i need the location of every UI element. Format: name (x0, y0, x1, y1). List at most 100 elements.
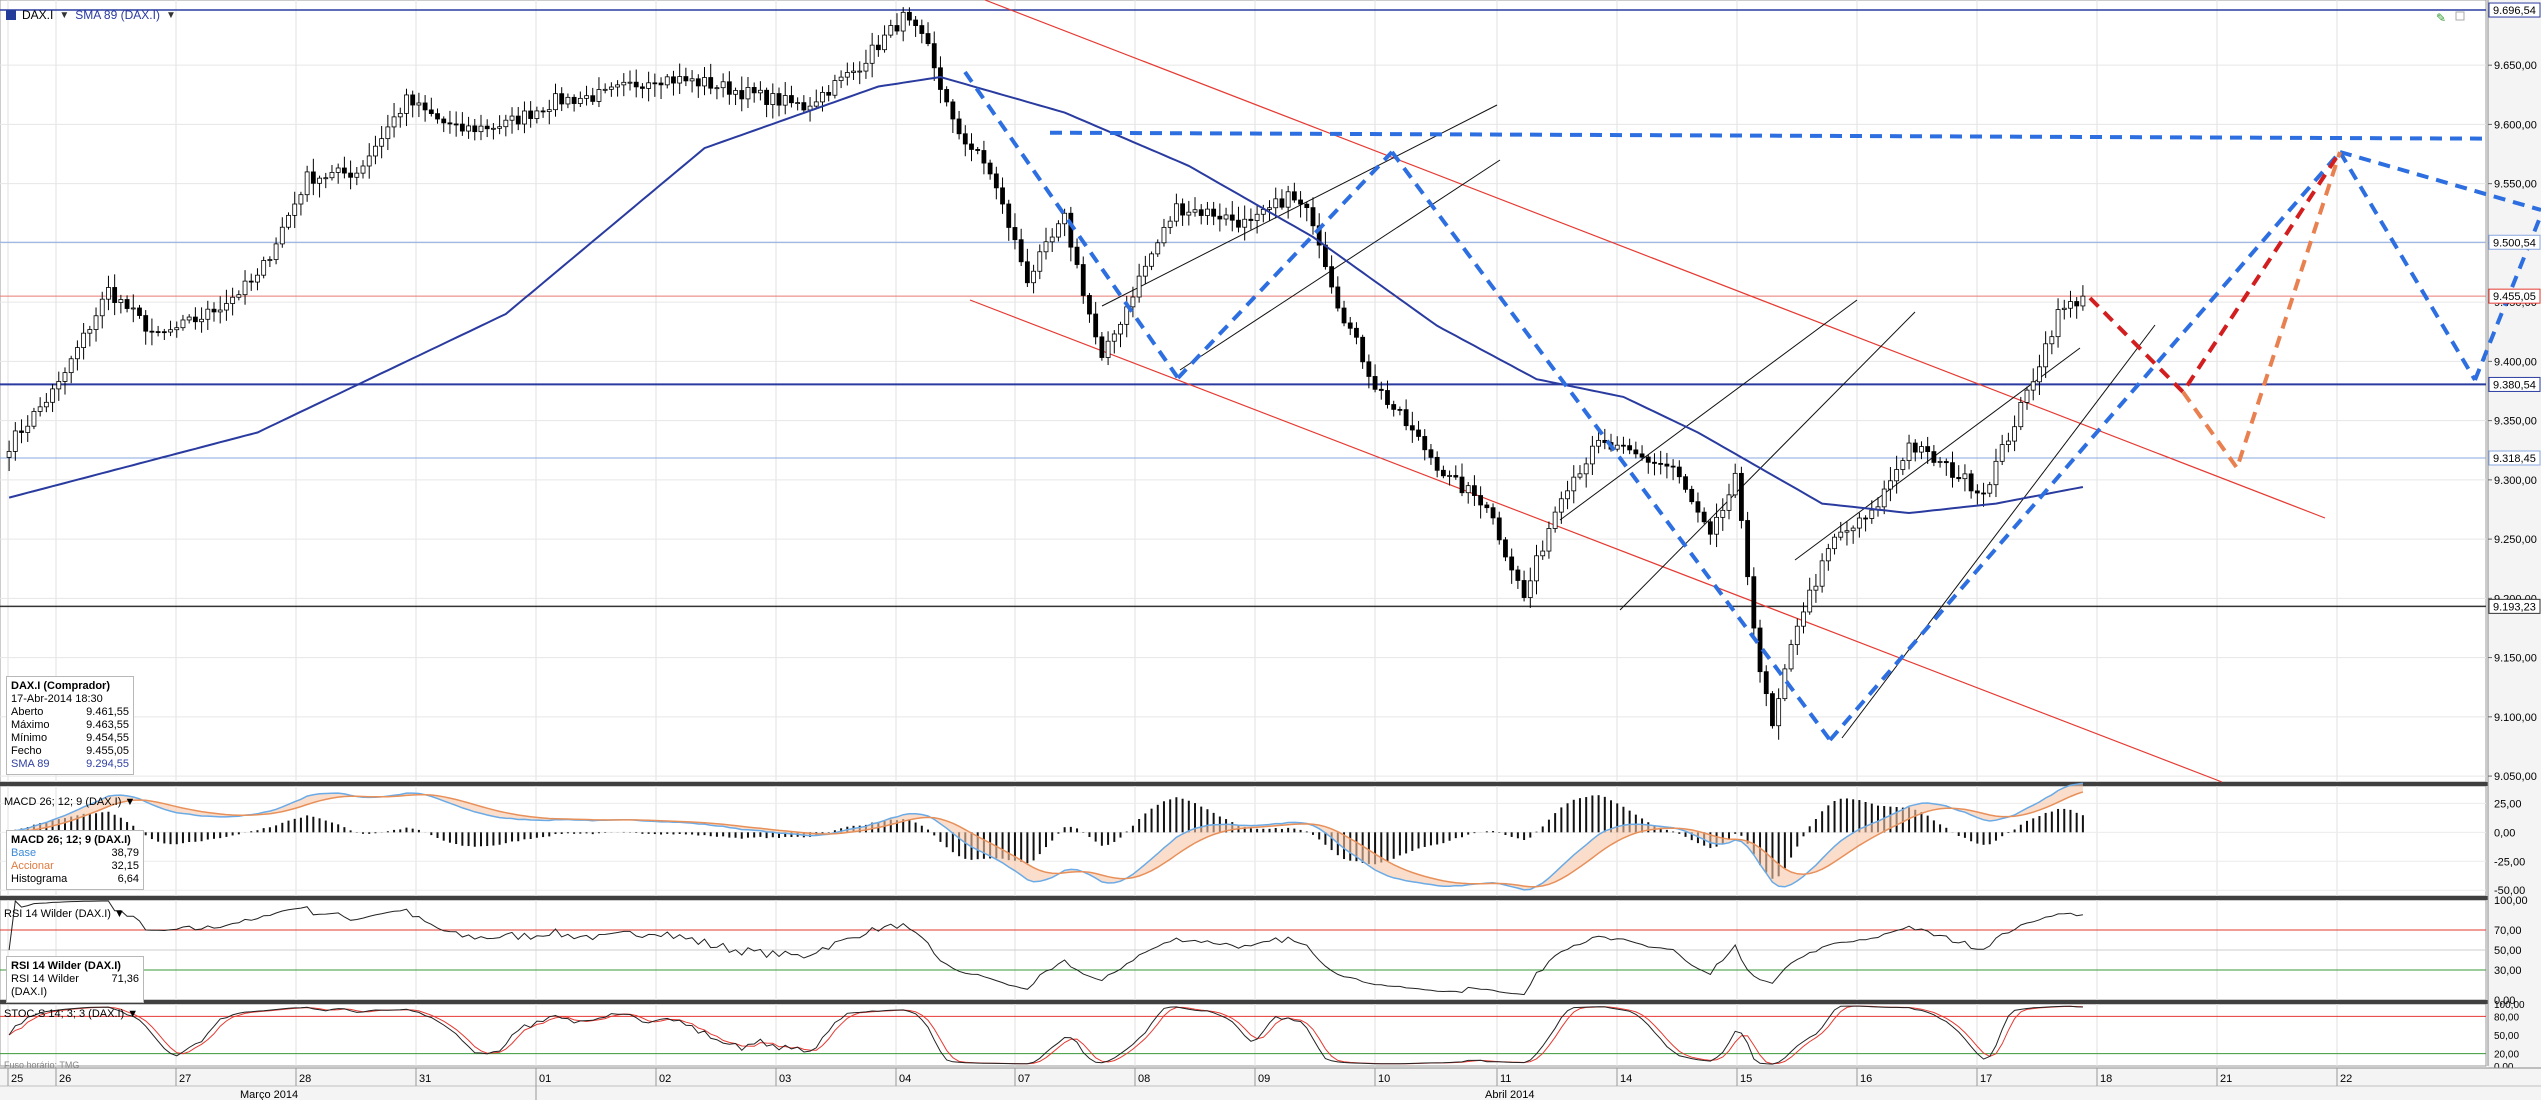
candle-body (1726, 494, 1732, 511)
candle-body (907, 11, 912, 21)
candle-body (341, 167, 347, 174)
candle-body (1527, 580, 1533, 598)
candle-body (1099, 336, 1105, 358)
candle-body (1571, 476, 1577, 492)
price-tag-label: 9.380,54 (2493, 379, 2536, 391)
candle-body (509, 115, 515, 121)
rsi-pane-title[interactable]: RSI 14 Wilder (DAX.I) ▼ (4, 908, 125, 920)
candle-body (689, 78, 695, 82)
rsi-title[interactable]: RSI 14 Wilder (DAX.I) (4, 908, 111, 920)
candle-body (1894, 469, 1900, 482)
chevron-down-icon[interactable]: ▼ (165, 9, 176, 21)
price-info-box: DAX.I (Comprador) 17-Abr-2014 18:30 Aber… (6, 676, 134, 775)
candle-body (205, 308, 211, 320)
candle-body (683, 76, 689, 82)
candle-body (1552, 511, 1558, 529)
candle-body (472, 125, 478, 133)
candle-body (211, 308, 217, 313)
candle-body (776, 93, 782, 106)
candle-body (571, 96, 577, 104)
candle-body (124, 299, 130, 309)
pattern-dashed-line (2339, 150, 2541, 212)
candle-body (43, 401, 49, 408)
candle-body (1192, 209, 1198, 213)
candle-body (2024, 389, 2030, 403)
pane-divider (0, 782, 2541, 786)
candle-body (1925, 446, 1931, 452)
candle-body (1968, 473, 1974, 492)
candle-body (534, 110, 540, 119)
candle-body (2012, 426, 2017, 442)
pane-frame (0, 0, 2487, 783)
candle-body (1757, 627, 1763, 673)
candle-body (1335, 286, 1341, 309)
candle-body (428, 109, 434, 115)
symbol-label[interactable]: DAX.I (22, 8, 54, 22)
candle-body (466, 125, 471, 132)
candle-body (149, 330, 155, 333)
chart-type-icon[interactable] (6, 10, 16, 20)
candle-body (75, 347, 80, 360)
candle-body (1863, 517, 1868, 520)
x-tick-label: 01 (539, 1073, 551, 1085)
candle-body (515, 115, 521, 125)
candle-body (1558, 498, 1564, 513)
y-tick-label: 50,00 (2494, 945, 2522, 957)
candle-body (1645, 456, 1651, 463)
x-tick-label: 28 (299, 1073, 311, 1085)
stoch-pane-title[interactable]: STOC-S 14; 3; 3 (DAX.I) ▼ (4, 1008, 138, 1020)
candle-body (1087, 295, 1092, 315)
candle-body (1254, 213, 1260, 221)
candle-body (180, 319, 186, 329)
candle-body (1105, 340, 1111, 358)
candle-body (1720, 509, 1726, 518)
chevron-down-icon[interactable]: ▼ (114, 908, 125, 920)
candle-body (956, 118, 962, 135)
candle-body (99, 298, 105, 317)
pattern-dashed-line (1828, 150, 2342, 742)
candle-body (435, 113, 440, 120)
candle-body (1906, 442, 1912, 462)
candle-body (192, 316, 198, 323)
candle-body (1385, 390, 1390, 405)
candle-body (1956, 477, 1962, 480)
candle-body (286, 214, 291, 228)
candle-body (1012, 227, 1018, 241)
y-tick-label: 9.250,00 (2494, 534, 2537, 546)
candle-body (1093, 313, 1099, 338)
macd-pane-title[interactable]: MACD 26; 12; 9 (DAX.I) ▼ (4, 796, 135, 808)
chevron-down-icon[interactable]: ▼ (127, 1008, 139, 1020)
y-tick-label: 9.650,00 (2494, 60, 2537, 72)
candle-body (410, 94, 416, 106)
rsi-line (8, 899, 2083, 996)
candle-body (1000, 187, 1005, 205)
candle-body (1279, 198, 1285, 208)
candle-body (1695, 501, 1701, 513)
candle-body (1490, 507, 1496, 519)
stoch-title[interactable]: STOC-S 14; 3; 3 (DAX.I) (4, 1008, 125, 1020)
chevron-down-icon[interactable]: ▼ (59, 9, 70, 21)
candle-body (944, 89, 950, 103)
candle-body (1515, 569, 1521, 581)
info-value: 9.294,55 (86, 758, 129, 770)
candle-body (894, 25, 900, 32)
x-tick-label: 15 (1740, 1073, 1752, 1085)
candle-body (1378, 388, 1384, 391)
candle-body (1186, 211, 1192, 216)
candle-body (1850, 527, 1856, 532)
x-month-label: Março 2014 (240, 1089, 298, 1100)
info-label: Fecho (11, 745, 42, 757)
channel-line-upper (984, 0, 2326, 519)
chevron-down-icon[interactable]: ▼ (124, 796, 136, 808)
candle-body (255, 274, 260, 283)
macd-title[interactable]: MACD 26; 12; 9 (DAX.I) (4, 796, 122, 808)
y-tick-label: 9.600,00 (2494, 119, 2537, 131)
info-row: Aberto 9.461,55 (11, 706, 129, 719)
candle-body (621, 81, 627, 86)
indicator-label[interactable]: SMA 89 (DAX.I) (75, 8, 160, 22)
price-axis-bg (2488, 0, 2541, 1100)
candle-body (640, 86, 645, 89)
candle-body (373, 145, 378, 157)
y-tick-label: 9.350,00 (2494, 416, 2537, 428)
